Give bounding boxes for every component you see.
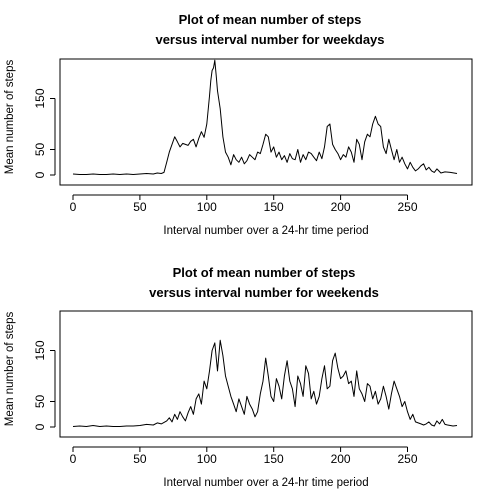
y-tick-label: 150 [33, 340, 47, 360]
weekends-panel: Plot of mean number of steps versus inte… [4, 265, 473, 489]
weekends-title-line-2: versus interval number for weekends [149, 285, 379, 300]
x-tick-label: 50 [133, 452, 147, 466]
x-tick-label: 0 [70, 200, 77, 214]
y-tick-label: 0 [33, 423, 47, 430]
y-tick-label: 150 [33, 88, 47, 108]
weekdays-y-axis-label: Mean number of steps [4, 60, 16, 175]
weekdays-plot-frame [59, 58, 473, 186]
weekdays-panel: Plot of mean number of steps versus inte… [4, 12, 473, 237]
x-tick-label: 250 [397, 200, 417, 214]
x-tick-label: 250 [397, 452, 417, 466]
x-tick-label: 150 [264, 452, 284, 466]
x-tick-label: 100 [197, 200, 217, 214]
weekdays-x-axis-label: Interval number over a 24-hr time period [163, 225, 368, 237]
weekends-title-line-1: Plot of mean number of steps [173, 265, 356, 280]
weekdays-title-line-2: versus interval number for weekdays [155, 32, 384, 47]
x-tick-label: 50 [133, 200, 147, 214]
weekends-y-axis-label: Mean number of steps [4, 312, 16, 427]
weekends-series-line [72, 339, 458, 427]
weekdays-x-axis: 0 50 100 150 200 250 [70, 194, 418, 214]
x-tick-label: 200 [331, 452, 351, 466]
weekends-y-axis: 0 50 150 [33, 340, 56, 430]
x-tick-label: 200 [331, 200, 351, 214]
weekends-x-axis-label: Interval number over a 24-hr time period [163, 477, 368, 489]
x-tick-label: 0 [70, 452, 77, 466]
y-tick-label: 50 [33, 143, 47, 157]
weekdays-title-line-1: Plot of mean number of steps [179, 12, 362, 27]
weekends-plot-frame [59, 310, 473, 438]
weekdays-series-line [72, 59, 458, 175]
weekdays-y-axis: 0 50 150 [33, 88, 56, 178]
weekends-x-axis: 0 50 100 150 200 250 [70, 446, 418, 466]
x-tick-label: 150 [264, 200, 284, 214]
x-tick-label: 100 [197, 452, 217, 466]
y-tick-label: 0 [33, 171, 47, 178]
y-tick-label: 50 [33, 395, 47, 409]
